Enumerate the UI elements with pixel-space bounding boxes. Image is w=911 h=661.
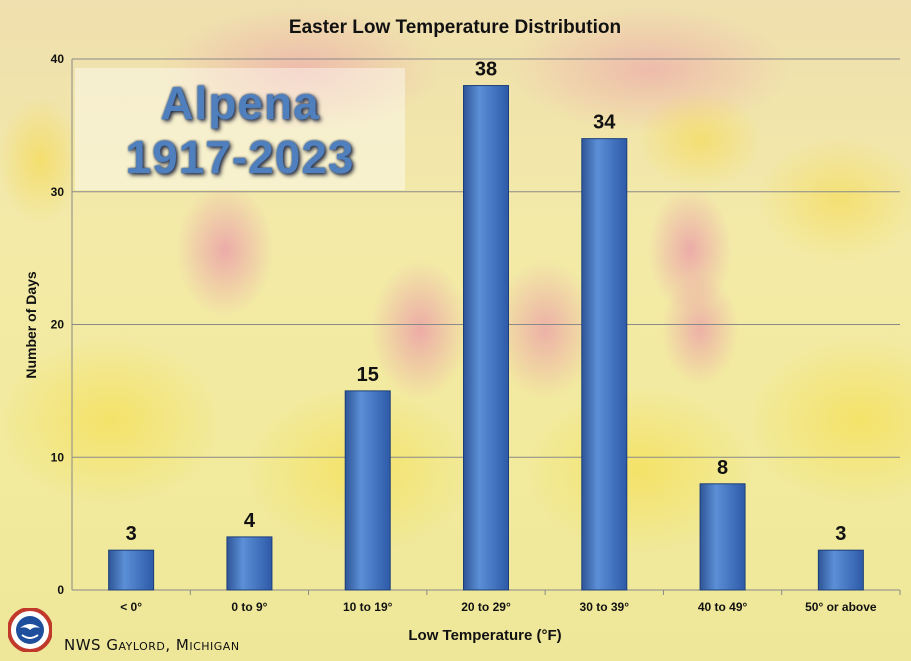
x-tick-label: 10 to 19°	[343, 600, 393, 614]
y-tick-label: 30	[51, 185, 65, 199]
x-tick-label: 20 to 29°	[461, 600, 511, 614]
x-tick-label: 0 to 9°	[231, 600, 267, 614]
y-axis-label: Number of Days	[23, 271, 39, 379]
bar-value-label: 4	[244, 510, 256, 532]
x-tick-labels: < 0° 0 to 9° 10 to 19° 20 to 29° 30 to 39° 40…	[120, 590, 901, 614]
footer-office: NWS Gaylord, Michigan	[64, 636, 240, 654]
station-name: Alpena	[160, 77, 320, 129]
chart-title: Easter Low Temperature Distribution	[289, 17, 621, 38]
bar	[581, 138, 628, 591]
y-tick-label: 40	[51, 52, 65, 66]
y-tick-label: 20	[51, 318, 65, 332]
x-tick-label: 50° or above	[805, 600, 877, 614]
nws-logo	[8, 608, 52, 652]
x-tick-label: < 0°	[120, 600, 142, 614]
bar-value-label: 15	[357, 364, 379, 386]
bar	[344, 390, 391, 591]
bar	[108, 549, 155, 591]
bar	[226, 536, 273, 591]
bar-value-label: 38	[475, 59, 497, 81]
station-overlay-box	[75, 68, 405, 190]
bar	[699, 483, 746, 591]
bar-value-label: 3	[835, 523, 846, 545]
bar-value-label: 34	[593, 112, 616, 134]
bar	[463, 85, 509, 591]
x-tick-label: 40 to 49°	[698, 600, 748, 614]
y-tick-label: 10	[51, 450, 65, 464]
bar	[817, 549, 864, 591]
station-period: 1917-2023	[125, 131, 355, 183]
x-tick-label: 30 to 39°	[580, 600, 630, 614]
y-tick-label: 0	[57, 583, 64, 597]
x-axis-label: Low Temperature (°F)	[408, 627, 561, 644]
bar-value-label: 8	[717, 457, 728, 479]
y-tick-labels: 0 10 20 30 40	[51, 52, 65, 597]
bar-value-label: 3	[126, 523, 137, 545]
